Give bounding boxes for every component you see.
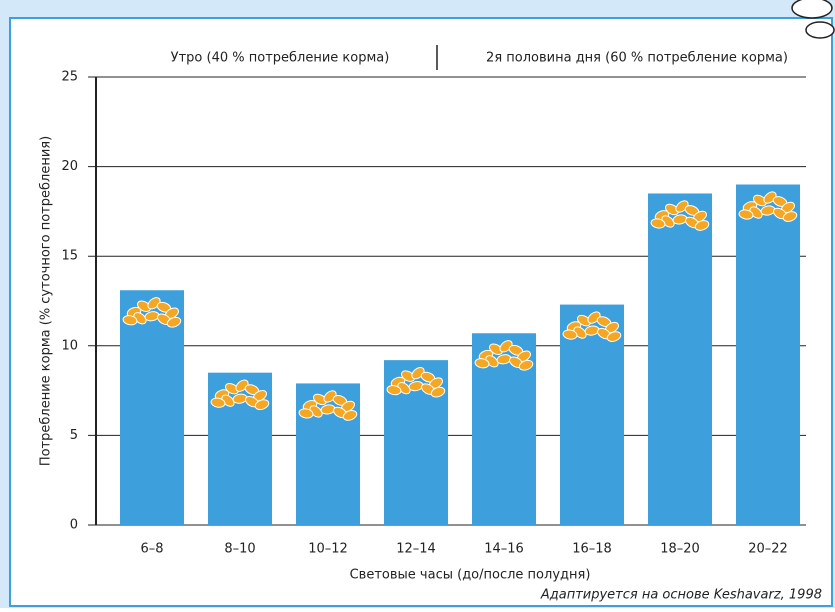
grain-icon bbox=[210, 379, 270, 411]
x-tick-label: 6–8 bbox=[140, 542, 163, 557]
grain-icon bbox=[738, 191, 798, 222]
bar bbox=[648, 193, 712, 526]
grain bbox=[430, 386, 446, 398]
x-tick-label: 16–18 bbox=[572, 542, 612, 557]
y-tick-label: 25 bbox=[61, 70, 78, 85]
grain-icon bbox=[122, 297, 182, 328]
grain bbox=[122, 315, 138, 326]
grain bbox=[577, 314, 591, 327]
grain-icon bbox=[298, 390, 358, 421]
grain bbox=[753, 194, 767, 207]
grain bbox=[738, 209, 754, 220]
x-tick-label: 20–22 bbox=[748, 542, 788, 557]
grain bbox=[782, 211, 798, 222]
grain bbox=[401, 370, 415, 382]
grain bbox=[489, 343, 503, 355]
corner-decoration bbox=[791, 0, 835, 39]
grain bbox=[254, 399, 270, 411]
annotation: 2я половина дня (60 % потребление корма) bbox=[486, 51, 788, 66]
grain bbox=[342, 410, 358, 421]
grain bbox=[225, 382, 239, 395]
grain-icon bbox=[386, 366, 446, 398]
x-tick-label: 14–16 bbox=[484, 542, 524, 557]
grain bbox=[137, 300, 151, 312]
grain bbox=[474, 358, 490, 369]
grain bbox=[562, 329, 578, 340]
y-tick-label: 15 bbox=[61, 249, 78, 264]
grain bbox=[518, 359, 534, 371]
grain bbox=[665, 203, 679, 216]
x-tick-label: 10–12 bbox=[308, 542, 348, 557]
y-axis-label: Потребление корма (% суточного потреблен… bbox=[39, 136, 54, 466]
grain bbox=[650, 218, 666, 229]
annotation: Утро (40 % потребление корма) bbox=[171, 51, 390, 66]
x-axis-label: Световые часы (до/после полудня) bbox=[350, 568, 591, 583]
grain bbox=[313, 393, 327, 406]
bar bbox=[120, 290, 184, 525]
grain bbox=[606, 331, 622, 342]
grain-icon bbox=[650, 200, 710, 231]
grain bbox=[210, 397, 226, 408]
grain bbox=[166, 316, 182, 328]
grain-icon bbox=[474, 340, 534, 371]
grain bbox=[386, 385, 402, 396]
bar bbox=[736, 184, 800, 525]
grain bbox=[298, 408, 314, 419]
x-tick-label: 18–20 bbox=[660, 542, 700, 557]
grain bbox=[694, 220, 710, 231]
grain-icon bbox=[562, 311, 622, 342]
y-tick-label: 0 bbox=[70, 518, 78, 533]
y-tick-label: 10 bbox=[61, 338, 78, 353]
x-tick-label: 12–14 bbox=[396, 542, 436, 557]
y-tick-label: 20 bbox=[61, 159, 78, 174]
y-tick-label: 5 bbox=[70, 428, 78, 443]
x-tick-label: 8–10 bbox=[224, 542, 255, 557]
source: Адаптируется на основе Keshavarz, 1998 bbox=[540, 588, 822, 603]
